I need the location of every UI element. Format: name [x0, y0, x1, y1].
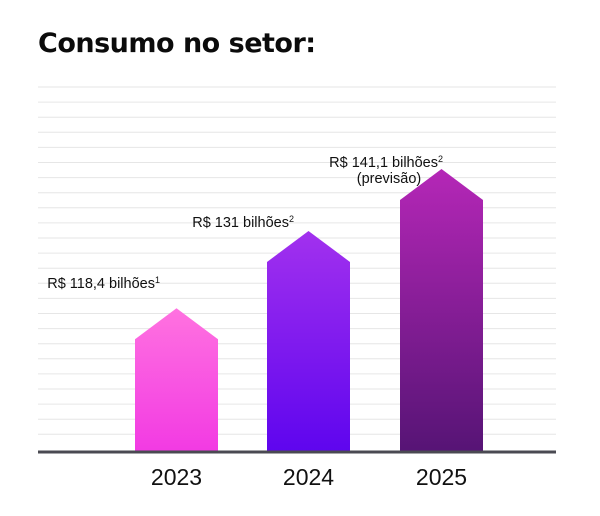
value-label-2024: R$ 131 bilhões2: [192, 214, 294, 231]
chart-title: Consumo no setor:: [38, 28, 316, 59]
x-axis-ticks: 2023 2024 2025: [151, 464, 467, 490]
x-tick-2023: 2023: [151, 464, 202, 490]
x-tick-2025: 2025: [416, 464, 467, 490]
value-label-2025: R$ 141,1 bilhões2: [329, 154, 443, 171]
value-labels: R$ 118,4 bilhões1 R$ 131 bilhões2 R$ 141,1…: [47, 154, 443, 292]
bars: [135, 169, 483, 452]
bar-2025: [400, 169, 483, 452]
bar-2024: [267, 230, 350, 452]
value-note-2025: (previsão): [357, 171, 421, 187]
x-tick-2024: 2024: [283, 464, 334, 490]
bar-2023: [135, 308, 218, 452]
value-label-2023: R$ 118,4 bilhões1: [47, 275, 160, 292]
